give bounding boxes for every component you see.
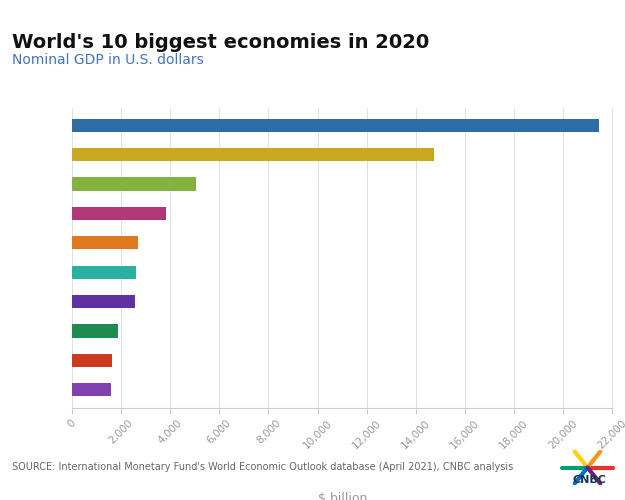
Bar <box>72 324 118 338</box>
Bar <box>72 148 434 161</box>
Bar <box>72 295 136 308</box>
X-axis label: $ billion: $ billion <box>318 492 367 500</box>
Text: World's 10 biggest economies in 2020: World's 10 biggest economies in 2020 <box>12 32 430 52</box>
Text: Nominal GDP in U.S. dollars: Nominal GDP in U.S. dollars <box>12 52 204 66</box>
Bar <box>72 178 196 190</box>
Text: CNBC: CNBC <box>572 475 606 485</box>
Bar <box>72 383 111 396</box>
Bar <box>72 118 599 132</box>
Bar <box>72 207 166 220</box>
Bar <box>72 354 112 367</box>
Bar <box>72 266 136 279</box>
Text: SOURCE: International Monetary Fund's World Economic Outlook database (April 202: SOURCE: International Monetary Fund's Wo… <box>12 462 514 472</box>
Bar <box>72 236 138 250</box>
